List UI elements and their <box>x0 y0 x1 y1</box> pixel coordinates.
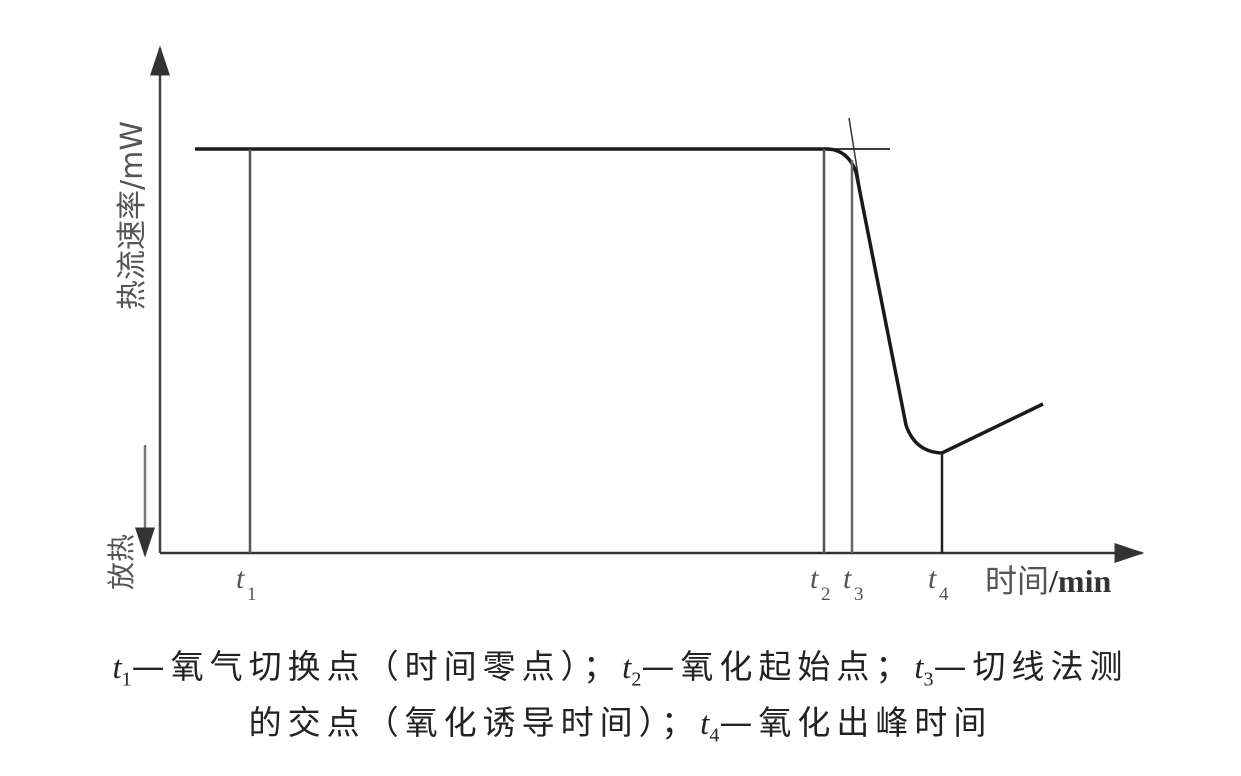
caption-t1: t1—氧气切换点（时间零点）； <box>112 647 623 691</box>
svg-text:1: 1 <box>247 584 257 605</box>
svg-text:2: 2 <box>821 584 831 605</box>
svg-text:3: 3 <box>854 584 864 605</box>
caption-line-1: t1—氧气切换点（时间零点）；t2—氧化起始点；t3—切线法测 <box>0 640 1241 692</box>
caption-line-2: 的交点（氧化诱导时间）；t4—氧化出峰时间 <box>248 703 993 747</box>
exotherm-label: 放热 <box>105 534 138 590</box>
caption-t3: t3—切线法测 <box>914 647 1129 691</box>
x-axis-label: 时间/min <box>985 562 1111 600</box>
caption-t4: t4—氧化出峰时间 <box>700 703 993 747</box>
svg-text:t: t <box>928 562 937 595</box>
y-axis-label: 热流速率/mW <box>115 121 150 310</box>
svg-text:4: 4 <box>939 584 949 605</box>
svg-text:t: t <box>810 562 819 595</box>
svg-text:t: t <box>236 562 245 595</box>
caption-t2: t2—氧化起始点； <box>622 647 915 691</box>
dsc-curve <box>195 147 1044 455</box>
svg-text:t: t <box>843 562 852 595</box>
